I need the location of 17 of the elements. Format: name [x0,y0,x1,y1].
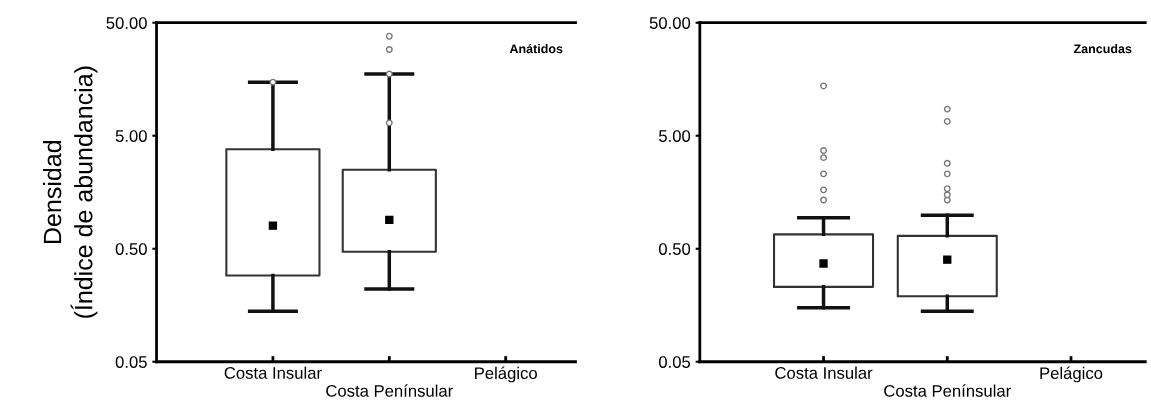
x-tick-label: Costa Insular [224,366,322,379]
y-tick-label: 0.05 [659,356,691,368]
y-tick-label: 5.00 [659,130,691,142]
y-tick-label: 50.00 [106,17,147,29]
annotation: Zancudas [1073,44,1132,54]
x-tick-label: Pelágico [1040,366,1103,383]
y-tick-label: 0.50 [659,243,691,255]
x-tick-label: Costa Insular [775,366,873,379]
x-tick-label: Costa Penínsular [326,384,453,397]
x-tick-label: Costa Penínsular [884,384,1011,397]
y-axis-title: Densidad (Índice de abundancia) [42,66,98,318]
x-tick-label: Pelágico [475,366,537,383]
y-tick-label: 0.50 [115,243,147,255]
y-tick-label: 5.00 [115,130,147,142]
y-tick-label: 50.00 [649,17,691,29]
annotation: Anátidos [509,43,563,54]
y-tick-label: 0.05 [115,356,147,368]
